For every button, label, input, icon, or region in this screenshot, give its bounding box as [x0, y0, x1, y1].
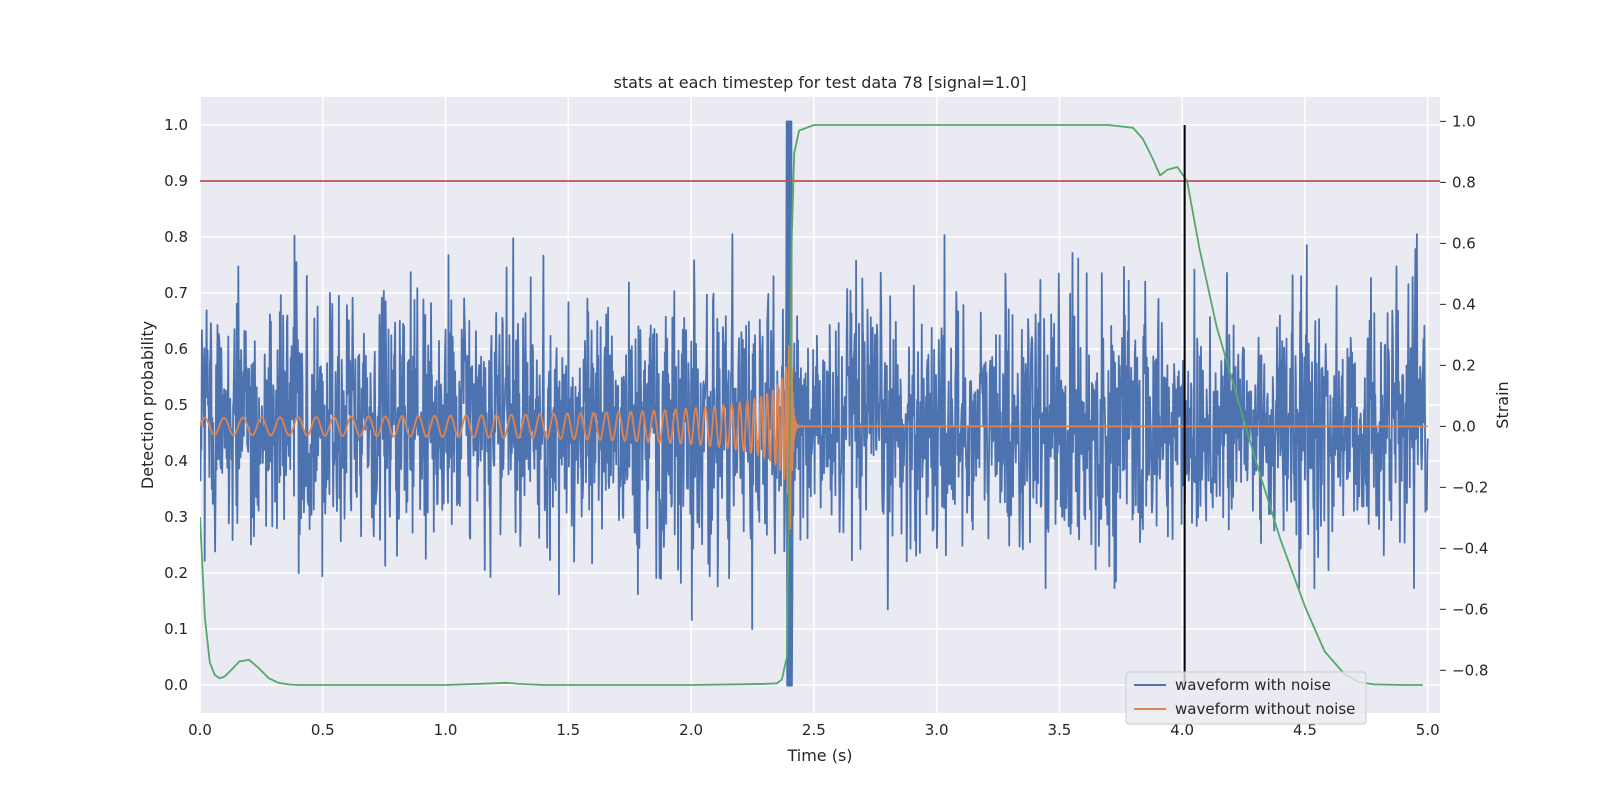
series-detection-probability — [200, 124, 1423, 686]
x-tick-label: 1.5 — [556, 721, 580, 739]
x-tick-label: 0.0 — [188, 721, 212, 739]
chart-title: stats at each timestep for test data 78 … — [614, 73, 1027, 92]
y-tick-label: 0.1 — [164, 620, 188, 638]
y2-tick-label: 0.0 — [1452, 417, 1476, 435]
legend-box — [1125, 671, 1367, 725]
y-axis-title: Detection probability — [138, 321, 157, 489]
y2-tick-label: 0.8 — [1452, 173, 1476, 191]
y-tick-label: 0.2 — [164, 564, 188, 582]
y2-tick-label: 0.2 — [1452, 356, 1476, 374]
series-layer — [200, 120, 1440, 687]
x-tick-label: 2.0 — [679, 721, 703, 739]
y-tick-label: 0.6 — [164, 340, 188, 358]
y2-tick-label: −0.2 — [1452, 478, 1488, 496]
y2-tick-label: 0.6 — [1452, 234, 1476, 252]
y-tick-label: 0.9 — [164, 172, 188, 190]
x-tick-label: 5.0 — [1416, 721, 1440, 739]
series-waveform-without-noise — [200, 286, 1428, 530]
y2-axis-title: Strain — [1493, 381, 1512, 428]
y-tick-label: 0.8 — [164, 228, 188, 246]
y-tick-label: 1.0 — [164, 116, 188, 134]
legend: waveform with noise waveform without noi… — [1125, 671, 1367, 725]
y-tick-label: 0.3 — [164, 508, 188, 526]
x-tick-label: 4.5 — [1293, 721, 1317, 739]
x-tick-label: 3.0 — [925, 721, 949, 739]
y2-tick-label: 1.0 — [1452, 112, 1476, 130]
y-tick-label: 0.7 — [164, 284, 188, 302]
series-waveform-with-noise — [200, 120, 1429, 687]
x-axis: 0.0 0.5 1.0 1.5 2.0 2.5 3.0 3.5 4.0 4.5 5.0 — [188, 721, 1440, 739]
y-tick-label: 0.0 — [164, 676, 188, 694]
y-tick-label: 0.5 — [164, 396, 188, 414]
x-tick-label: 3.5 — [1047, 721, 1071, 739]
y-axis-right: −0.8 −0.6 −0.4 −0.2 0.0 0.2 0.4 0.6 0.8 1.0 — [1440, 112, 1488, 679]
x-tick-label: 0.5 — [311, 721, 335, 739]
y-axis-left: 0.0 0.1 0.2 0.3 0.4 0.5 0.6 0.7 0.8 0.9 1.0 — [164, 116, 188, 694]
x-axis-title: Time (s) — [786, 746, 852, 765]
y2-tick-label: −0.4 — [1452, 539, 1488, 557]
legend-label-clean: waveform without noise — [1175, 700, 1355, 718]
x-tick-label: 2.5 — [802, 721, 826, 739]
x-tick-label: 4.0 — [1170, 721, 1194, 739]
legend-label-noisy: waveform with noise — [1175, 676, 1331, 694]
y2-tick-label: −0.8 — [1452, 661, 1488, 679]
y2-tick-label: −0.6 — [1452, 600, 1488, 618]
y-tick-label: 0.4 — [164, 452, 188, 470]
y2-tick-label: 0.4 — [1452, 295, 1476, 313]
x-tick-label: 1.0 — [434, 721, 458, 739]
